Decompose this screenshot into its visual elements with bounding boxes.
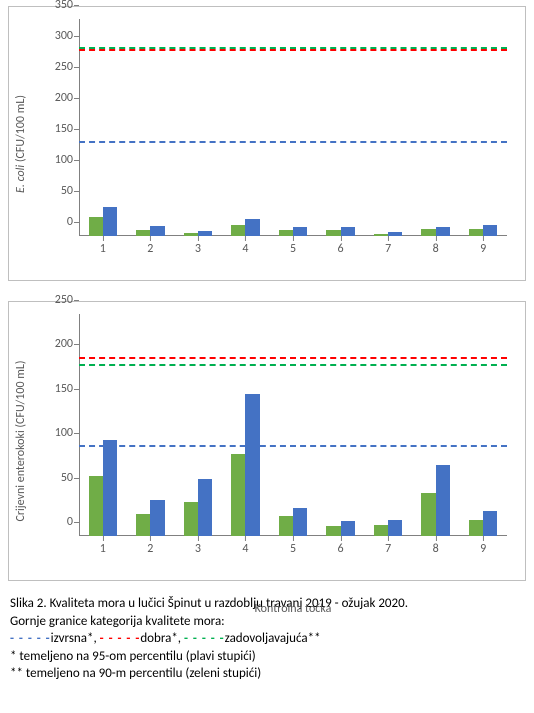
x-tick-label: 6 [338, 542, 344, 556]
figure-page: E. coli (CFU/100 mL) 0501001502002503003… [0, 0, 534, 713]
y-tick-label: 250 [55, 293, 73, 307]
legend-line: - - - - - izvrsna*, - - - - - dobra*, - … [10, 630, 524, 648]
footnote-1: * temeljeno na 95-om percentilu (plavi s… [10, 648, 524, 666]
bar-green [231, 225, 245, 236]
bar-blue [483, 511, 497, 536]
y-tick-label: 100 [55, 426, 73, 440]
bar-blue [198, 231, 212, 236]
legend-sufficient: zadovoljavajuća** [225, 631, 321, 646]
y-tick-label: 50 [61, 471, 73, 485]
x-tick-label: 9 [480, 542, 486, 556]
bar-green [184, 233, 198, 236]
bar-green [89, 217, 103, 236]
footnote-2: ** temeljeno na 90-m percentilu (zeleni … [10, 665, 524, 683]
x-tick-label: 2 [147, 242, 153, 256]
reference-line [79, 49, 507, 51]
x-tick-label: 8 [433, 542, 439, 556]
bar-green [136, 230, 150, 236]
y-tick-label: 200 [55, 91, 73, 105]
bar-green [89, 476, 103, 536]
bar-green [231, 454, 245, 536]
chart1-ylabel: E. coli (CFU/100 mL) [14, 95, 28, 193]
bar-blue [245, 219, 259, 236]
bar-blue [388, 520, 402, 536]
x-tick-label: 4 [242, 242, 248, 256]
bar-blue [341, 521, 355, 536]
chart-ecoli-panel: E. coli (CFU/100 mL) 0501001502002503003… [8, 6, 526, 281]
bar-blue [150, 500, 164, 536]
legend-dash-red: - - - - - [100, 630, 141, 648]
x-tick-label: 3 [195, 542, 201, 556]
x-tick-label: 3 [195, 242, 201, 256]
x-tick-label: 5 [290, 542, 296, 556]
y-tick-label: 150 [55, 122, 73, 136]
x-tick-label: 1 [100, 542, 106, 556]
bar-green [136, 514, 150, 536]
legend-dash-green: - - - - - [184, 630, 225, 648]
chart-enterococci-panel: Crijevni enterokoki (CFU/100 mL) 0501001… [8, 301, 526, 581]
x-tick-label: 8 [433, 242, 439, 256]
bar-blue [293, 508, 307, 536]
bar-blue [198, 479, 212, 536]
y-tick-label: 300 [55, 29, 73, 43]
y-tick-label: 0 [67, 515, 73, 529]
bar-green [469, 229, 483, 236]
reference-line [79, 445, 507, 447]
y-tick-label: 50 [61, 184, 73, 198]
bar-green [374, 234, 388, 236]
bar-blue [245, 394, 259, 536]
bar-blue [103, 207, 117, 236]
chart2-y-axis [79, 314, 80, 536]
y-tick-label: 100 [55, 153, 73, 167]
chart2-xlabel: Kontrolna točka [255, 602, 332, 616]
bar-blue [150, 226, 164, 236]
bar-green [421, 493, 435, 537]
chart1-ylabel-rest: (CFU/100 mL) [14, 95, 28, 165]
bar-blue [436, 227, 450, 236]
x-tick-label: 6 [338, 242, 344, 256]
bar-blue [293, 227, 307, 236]
y-tick-label: 250 [55, 60, 73, 74]
y-tick-label: 150 [55, 382, 73, 396]
y-tick-label: 350 [55, 0, 73, 12]
chart1-plot-area: 050100150200250300350123456789 [79, 19, 507, 236]
chart2-plot-area: 050100150200250123456789 [79, 314, 507, 536]
reference-line [79, 141, 507, 143]
x-tick-label: 7 [385, 542, 391, 556]
legend-good: dobra*, [140, 631, 181, 646]
bar-green [184, 502, 198, 536]
chart1-y-axis [79, 19, 80, 236]
x-tick-label: 2 [147, 542, 153, 556]
x-tick-label: 1 [100, 242, 106, 256]
chart1-ylabel-italic: E. coli [14, 164, 28, 192]
bar-blue [388, 232, 402, 236]
x-tick-label: 9 [480, 242, 486, 256]
bar-green [469, 520, 483, 536]
bar-blue [436, 465, 450, 536]
x-tick-label: 7 [385, 242, 391, 256]
bar-green [326, 230, 340, 236]
chart2-ylabel: Crijevni enterokoki (CFU/100 mL) [14, 360, 28, 521]
reference-line [79, 357, 507, 359]
bar-blue [103, 440, 117, 536]
legend-dash-blue: - - - - - [10, 630, 51, 648]
legend-excellent: izvrsna*, [51, 631, 97, 646]
bar-green [326, 526, 340, 536]
bar-blue [341, 227, 355, 236]
reference-line [79, 364, 507, 366]
y-tick-label: 200 [55, 337, 73, 351]
bar-green [374, 525, 388, 536]
y-tick-label: 0 [67, 215, 73, 229]
bar-blue [483, 225, 497, 236]
bar-green [279, 230, 293, 236]
x-tick-label: 4 [242, 542, 248, 556]
x-tick-label: 5 [290, 242, 296, 256]
bar-green [279, 516, 293, 536]
bar-green [421, 229, 435, 236]
